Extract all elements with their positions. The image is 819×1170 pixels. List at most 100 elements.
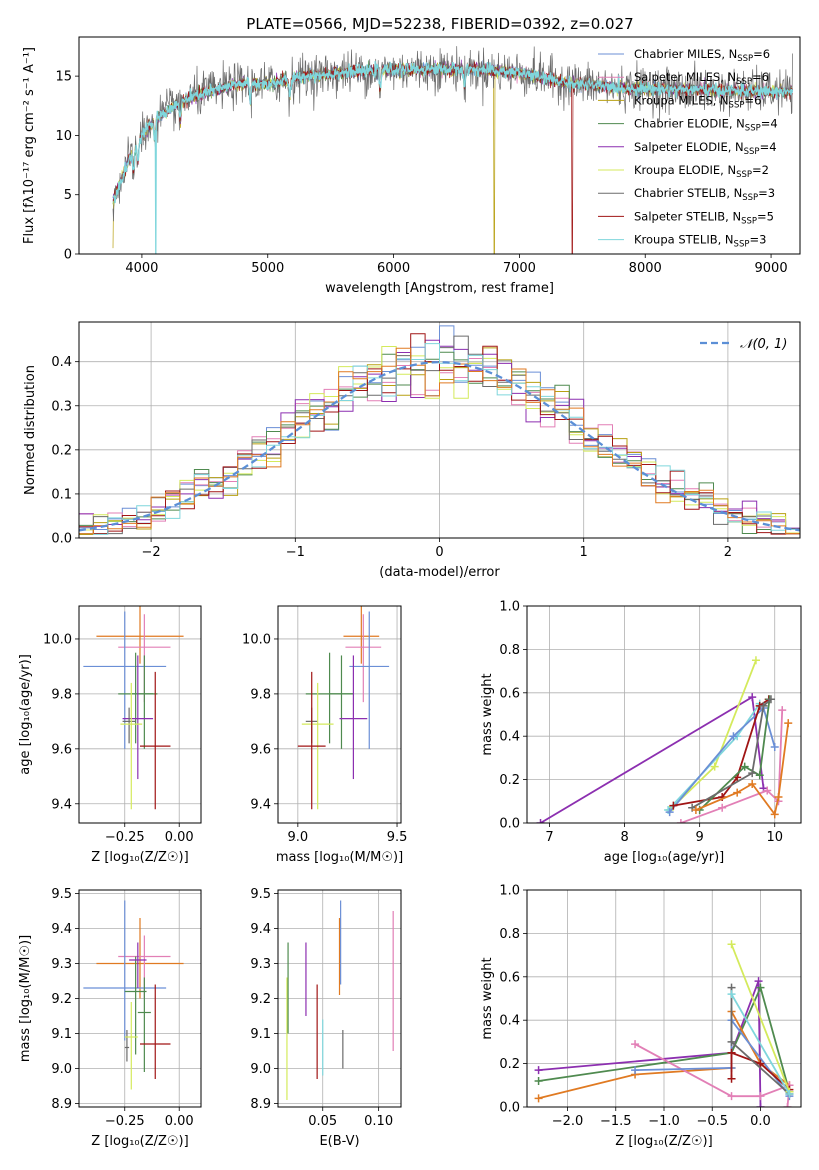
weight-series-line — [695, 723, 790, 817]
weight-point-marker — [727, 990, 736, 999]
legend-entry: Chabrier ELODIE, NSSP=4 — [634, 117, 778, 134]
legend-sub: SSP — [744, 147, 760, 157]
x-tick-label: 2 — [724, 545, 732, 560]
weight-point-marker — [631, 1066, 640, 1075]
y-tick-label: 9.1 — [51, 1027, 72, 1042]
y-tick-label: 9.6 — [250, 742, 271, 757]
legend-text: Chabrier MILES, N — [634, 47, 737, 61]
weight-point-marker — [783, 1103, 792, 1107]
y-tick-label: 0.4 — [499, 1014, 520, 1029]
legend-count: =3 — [758, 186, 775, 200]
mass-vs-z-frame — [78, 889, 202, 1108]
weight-series-line — [538, 980, 762, 1107]
weight-point-marker — [534, 1066, 543, 1075]
error-bars-age-vs-z — [83, 606, 184, 810]
legend-count: =3 — [749, 233, 766, 247]
legend-text: Chabrier ELODIE, N — [634, 117, 745, 131]
x-tick-label: 6000 — [377, 261, 410, 276]
weight-point-marker — [785, 1089, 794, 1098]
weight-point-marker — [718, 803, 727, 812]
y-tick-label: 0.2 — [499, 773, 520, 788]
y-tick-label: 0.1 — [51, 487, 72, 502]
weight-point-marker — [727, 1092, 736, 1101]
y-tick-label: 0.8 — [499, 643, 520, 658]
weight-point-marker — [751, 656, 760, 665]
legend-text: Salpeter ELODIE, N — [634, 140, 744, 154]
axes-mass-vs-ebv: 0.05 0.10 8.9 9.0 9.1 9.2 9.3 9.4 9.5 E(B-V) — [250, 887, 401, 1149]
weight-point-marker — [763, 786, 772, 795]
weight-point-marker — [727, 1048, 736, 1057]
x-axis-label: Z [log₁₀(Z/Z☉)] — [91, 850, 188, 865]
legend-sub: SSP — [736, 77, 752, 87]
y-axis-label: mass [log₁₀(M/M☉)] — [18, 935, 33, 1062]
weight-point-marker — [536, 819, 545, 823]
y-tick-label: 8.9 — [51, 1097, 72, 1112]
residuals-frame — [78, 321, 801, 539]
y-tick-label: 9.6 — [51, 742, 72, 757]
y-tick-label: 9.5 — [250, 887, 271, 902]
legend-entry: Kroupa STELIB, NSSP=3 — [634, 233, 766, 250]
legend-text: Kroupa STELIB, N — [634, 233, 734, 247]
x-tick-label: 0.10 — [364, 1114, 393, 1129]
mass-vs-ebv-frame — [277, 889, 402, 1108]
weight-point-marker — [534, 1076, 543, 1085]
y-tick-label: 9.0 — [250, 1062, 271, 1077]
y-tick-label: 0.4 — [51, 355, 72, 370]
x-tick-label: 0.0 — [750, 1114, 771, 1129]
x-tick-label: 0 — [435, 545, 443, 560]
weight-point-marker — [774, 792, 783, 801]
y-axis-label: Normed distribution — [23, 365, 38, 495]
y-tick-label: 0.8 — [499, 927, 520, 942]
weight-lines-weight-vs-z — [534, 940, 794, 1107]
legend-sub: SSP — [729, 100, 745, 110]
legend-text: Salpeter MILES, N — [634, 70, 736, 84]
y-tick-label: 9.4 — [51, 922, 72, 937]
weight-point-marker — [729, 732, 738, 741]
legend-entry: 𝒩(0, 1) — [740, 337, 787, 352]
axes-age-vs-z: −0.25 0.00 9.4 9.6 9.8 10.0 Z [log₁₀(Z/Z☉)] age… — [18, 606, 201, 865]
x-axis-label: (data-model)/error — [379, 565, 500, 580]
weight-point-marker — [770, 743, 779, 752]
axes-residuals: −2 −1 0 1 2 0.0 0.1 0.2 0.3 0.4 (data-model)/error… — [23, 322, 800, 580]
y-tick-label: 0.2 — [499, 1057, 520, 1072]
y-axis-label: Flux [fλ10⁻¹⁷ erg cm⁻² s⁻¹ A⁻¹] — [22, 47, 37, 244]
x-tick-label: −0.5 — [696, 1114, 728, 1129]
figure-title: PLATE=0566, MJD=52238, FIBERID=0392, z=0… — [246, 15, 633, 33]
legend-sub: SSP — [742, 193, 758, 203]
y-tick-label: 9.4 — [250, 922, 271, 937]
legend-entry: Salpeter STELIB, NSSP=5 — [634, 209, 774, 226]
legend-sub: SSP — [737, 54, 753, 64]
spectrum-frame — [78, 36, 801, 255]
x-axis-label: age [log₁₀(age/yr)] — [604, 850, 725, 865]
weight-series-line — [668, 659, 757, 811]
y-axis-label: mass weight — [480, 673, 495, 755]
weight-point-marker — [710, 762, 719, 771]
weight-point-marker — [748, 693, 757, 702]
weight-point-marker — [759, 701, 768, 710]
x-tick-label: −2.0 — [552, 1114, 584, 1129]
axes-weight-vs-z: −2.0 −1.5 −1.0 −0.5 0.0 0.0 0.2 0.4 0.6 0.8 1.0 Z [… — [480, 884, 801, 1149]
residual-histograms — [79, 325, 800, 537]
y-tick-label: 0 — [64, 248, 72, 263]
legend-entry: Chabrier STELIB, NSSP=3 — [634, 186, 775, 203]
y-tick-label: 9.1 — [250, 1027, 271, 1042]
y-tick-label: 5 — [64, 188, 72, 203]
weight-series-line — [730, 943, 791, 1093]
x-tick-label: 7 — [545, 830, 553, 845]
weight-series-line — [691, 698, 772, 809]
y-tick-label: 0.2 — [51, 443, 72, 458]
x-tick-label: −0.25 — [105, 1114, 145, 1129]
weight-point-marker — [727, 940, 736, 949]
x-axis-label: Z [log₁₀(Z/Z☉)] — [91, 1134, 188, 1149]
y-tick-label: 10.0 — [242, 632, 271, 647]
x-tick-label: 9.0 — [287, 830, 308, 845]
weight-point-marker — [784, 719, 793, 728]
legend-entry: Chabrier MILES, NSSP=6 — [634, 47, 770, 64]
weight-series-line — [668, 706, 776, 813]
legend-sub: SSP — [734, 240, 750, 250]
weight-point-marker — [733, 788, 742, 797]
legend-count: =5 — [757, 209, 774, 223]
legend-text: Chabrier STELIB, N — [634, 186, 742, 200]
y-tick-label: 9.0 — [51, 1062, 72, 1077]
